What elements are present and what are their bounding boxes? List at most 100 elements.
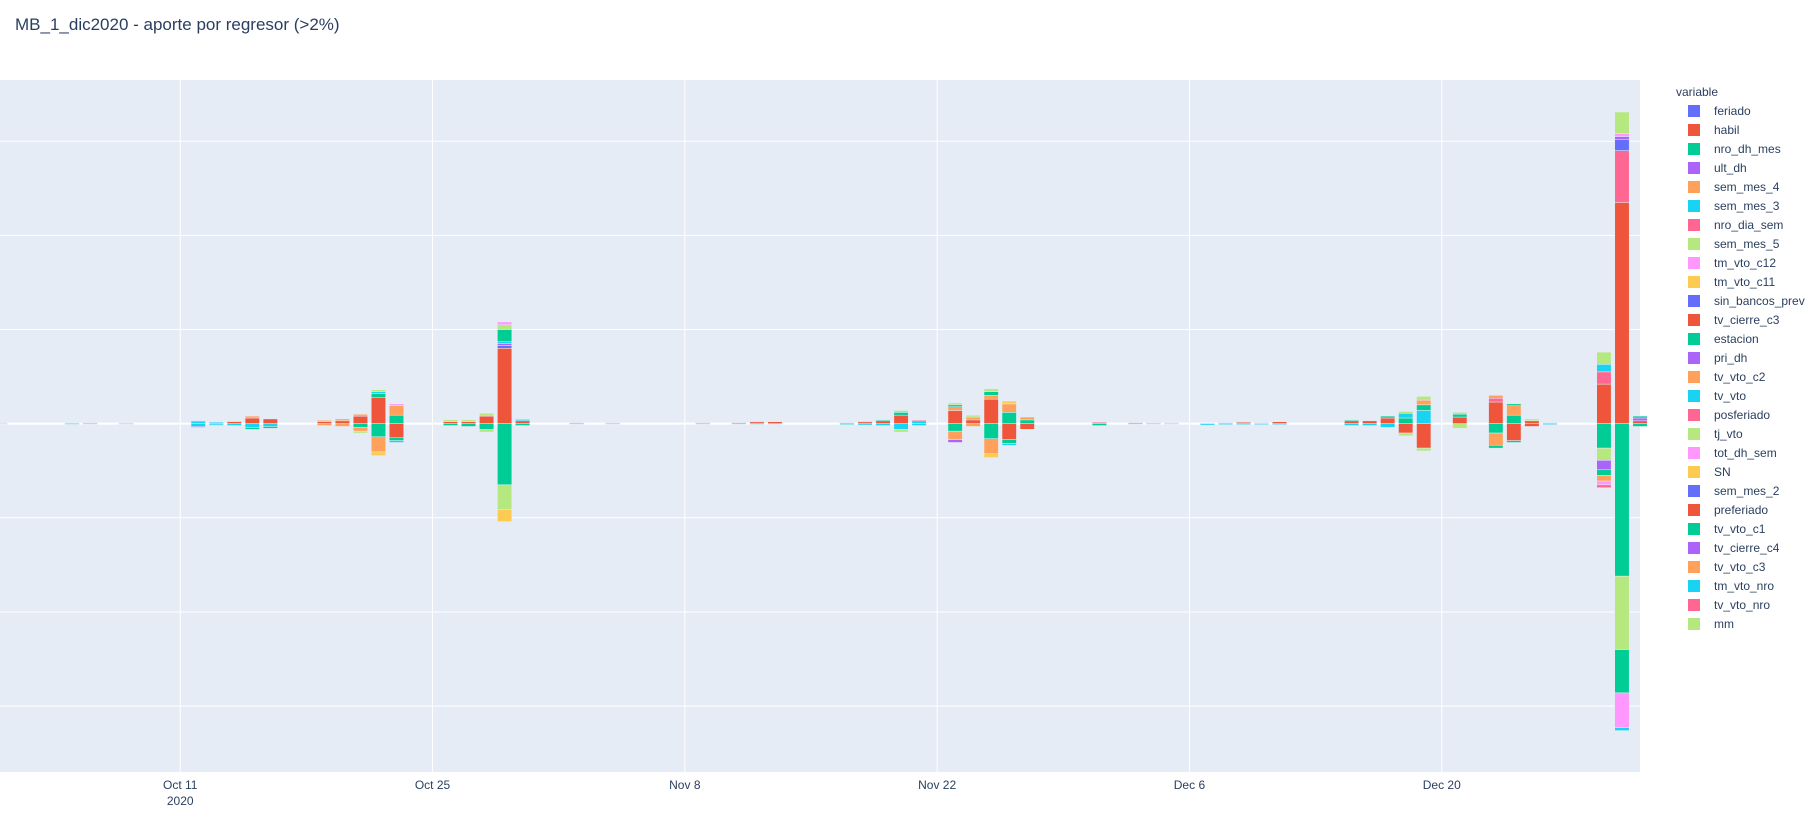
bar-segment-sem_mes_3 (389, 440, 404, 443)
bar-segment-habil (334, 420, 350, 424)
bar-segment-sem_mes_3 (1596, 364, 1612, 373)
bar-segment-nro_dh_mes (1506, 403, 1522, 407)
legend-item-estacion[interactable]: estacion (1688, 332, 1759, 346)
bar-segment-sem_mes_5 (443, 419, 459, 423)
bar-segment-feriado (190, 420, 206, 423)
legend-item-preferiado[interactable]: preferiado (1688, 503, 1768, 517)
legend-item-tj_vto[interactable]: tj_vto (1688, 427, 1743, 441)
legend-item-mm[interactable]: mm (1688, 617, 1734, 631)
bar-segment-sem_mes_5 (893, 410, 909, 413)
bar-segment-nro_dh_mes (1614, 649, 1630, 694)
legend-item-nro_dia_sem[interactable]: nro_dia_sem (1688, 218, 1783, 232)
bar-segment-sem_mes_3 (1254, 423, 1269, 425)
bar-segment-tm_vto_c12 (1596, 480, 1612, 486)
bar-segment-habil (1596, 383, 1612, 424)
bar-segment-sem_mes_3 (911, 423, 927, 426)
bar-segment-sem_mes_3 (244, 423, 260, 428)
bar-segment-sem_mes_3 (1163, 423, 1179, 425)
bar-segment-nro_dh_mes (1632, 423, 1648, 427)
bar-segment-sem_mes_5 (1596, 447, 1612, 461)
bar-segment-sem_mes_4 (334, 418, 350, 422)
bar-segment-sem_mes_4 (983, 438, 999, 455)
bar-segment-sem_mes_3 (1272, 423, 1288, 425)
legend-swatch (1688, 447, 1700, 459)
bar-segment-sem_mes_4 (1416, 399, 1432, 406)
bar-segment-sem_mes_3 (731, 423, 747, 425)
bar-segment-habil (1524, 423, 1540, 427)
legend-item-sem_mes_5[interactable]: sem_mes_5 (1688, 237, 1780, 251)
legend-label: tv_vto_c2 (1714, 370, 1766, 384)
legend-item-nro_dh_mes[interactable]: nro_dh_mes (1688, 142, 1781, 156)
bar-segment-nro_dh_mes (515, 423, 531, 426)
legend-swatch (1688, 580, 1700, 592)
legend-item-tv_vto_nro[interactable]: tv_vto_nro (1688, 598, 1770, 612)
legend-label: tm_vto_c12 (1714, 256, 1776, 270)
bar-segment-nro_dia_sem (749, 421, 765, 423)
bar-segment-sem_mes_3 (893, 423, 909, 430)
bar-segment-sem_mes_5 (371, 389, 386, 392)
bar-segment-nro_dh_mes (1398, 417, 1414, 424)
legend-label: feriado (1714, 104, 1751, 118)
bar-segment-nro_dh_mes (893, 412, 909, 416)
legend-item-ult_dh[interactable]: ult_dh (1688, 161, 1747, 175)
legend-item-tv_vto[interactable]: tv_vto (1688, 389, 1746, 403)
legend-item-tv_cierre_c3[interactable]: tv_cierre_c3 (1688, 313, 1780, 327)
bar-segment-sem_mes_4 (1506, 405, 1522, 416)
bar-segment-habil (515, 420, 531, 424)
bar-segment-sem_mes_5 (983, 388, 999, 392)
bar-segment-tm_vto_c12 (82, 423, 98, 425)
legend-item-tv_vto_c3[interactable]: tv_vto_c3 (1688, 560, 1766, 574)
legend-item-sem_mes_3[interactable]: sem_mes_3 (1688, 199, 1780, 213)
legend-item-tot_dh_sem[interactable]: tot_dh_sem (1688, 446, 1777, 460)
legend-item-tm_vto_c12[interactable]: tm_vto_c12 (1688, 256, 1776, 270)
legend-swatch (1688, 162, 1700, 174)
legend-label: tv_vto_nro (1714, 598, 1770, 612)
legend-item-tm_vto_c11[interactable]: tm_vto_c11 (1688, 275, 1775, 289)
legend-item-tv_vto_c2[interactable]: tv_vto_c2 (1688, 370, 1766, 384)
legend-item-sem_mes_4[interactable]: sem_mes_4 (1688, 180, 1780, 194)
bar-segment-sem_mes_4 (244, 415, 260, 419)
bar-segment-nro_dh_mes (479, 423, 495, 430)
legend-item-tv_cierre_c4[interactable]: tv_cierre_c4 (1688, 541, 1780, 555)
bar-segment-tm_vto_c11 (1001, 400, 1017, 405)
legend-label: sem_mes_3 (1714, 199, 1780, 213)
bar-segment-habil (1506, 423, 1522, 441)
bar-segment-habil (479, 415, 495, 424)
bar-segment-sem_mes_4 (1019, 416, 1035, 421)
legend-item-habil[interactable]: habil (1688, 123, 1739, 137)
bar-segment-sem_mes_4 (389, 405, 404, 416)
legend-swatch (1688, 219, 1700, 231)
legend-item-SN[interactable]: SN (1688, 465, 1731, 479)
legend-label: sem_mes_2 (1714, 484, 1780, 498)
bar-segment-tm_vto_c11 (983, 453, 999, 458)
bar-segment-sem_mes_3 (515, 419, 531, 422)
legend-label: sem_mes_5 (1714, 237, 1780, 251)
chart-title: MB_1_dic2020 - aporte por regresor (>2%) (15, 15, 340, 34)
bar-segment-sem_mes_3 (64, 423, 80, 425)
legend-item-tm_vto_nro[interactable]: tm_vto_nro (1688, 579, 1774, 593)
legend-item-posferiado[interactable]: posferiado (1688, 408, 1770, 422)
legend-item-pri_dh[interactable]: pri_dh (1688, 351, 1747, 365)
legend-swatch (1688, 409, 1700, 421)
legend-item-feriado[interactable]: feriado (1688, 104, 1751, 118)
legend-label: tv_cierre_c3 (1714, 313, 1780, 327)
bar-segment-habil (983, 398, 999, 424)
bar-segment-nro_dia_sem (911, 419, 927, 422)
legend-swatch (1688, 466, 1700, 478)
bar-segment-habil (1362, 420, 1378, 424)
bar-segment-habil (352, 415, 368, 424)
legend-item-tv_vto_c1[interactable]: tv_vto_c1 (1688, 522, 1766, 536)
bar-segment-sem_mes_4 (965, 416, 981, 421)
bar-segment-sem_mes_3 (226, 423, 242, 426)
bar-segment-sem_mes_3 (190, 423, 206, 427)
bar-segment-sem_mes_3 (1200, 423, 1215, 426)
x-tick-sublabel: 2020 (167, 794, 194, 808)
bar-segment-nro_dh_mes (497, 329, 513, 342)
legend-label: SN (1714, 465, 1731, 479)
bar-segment-nro_dh_mes (1488, 445, 1504, 449)
legend-item-sem_mes_2[interactable]: sem_mes_2 (1688, 484, 1780, 498)
bar-segment-nro_dia_sem (1614, 150, 1630, 203)
bar-segment-sem_mes_4 (0, 423, 8, 425)
bar-segment-sem_mes_5 (839, 421, 855, 424)
legend-item-sin_bancos_prev[interactable]: sin_bancos_prev (1688, 294, 1805, 308)
